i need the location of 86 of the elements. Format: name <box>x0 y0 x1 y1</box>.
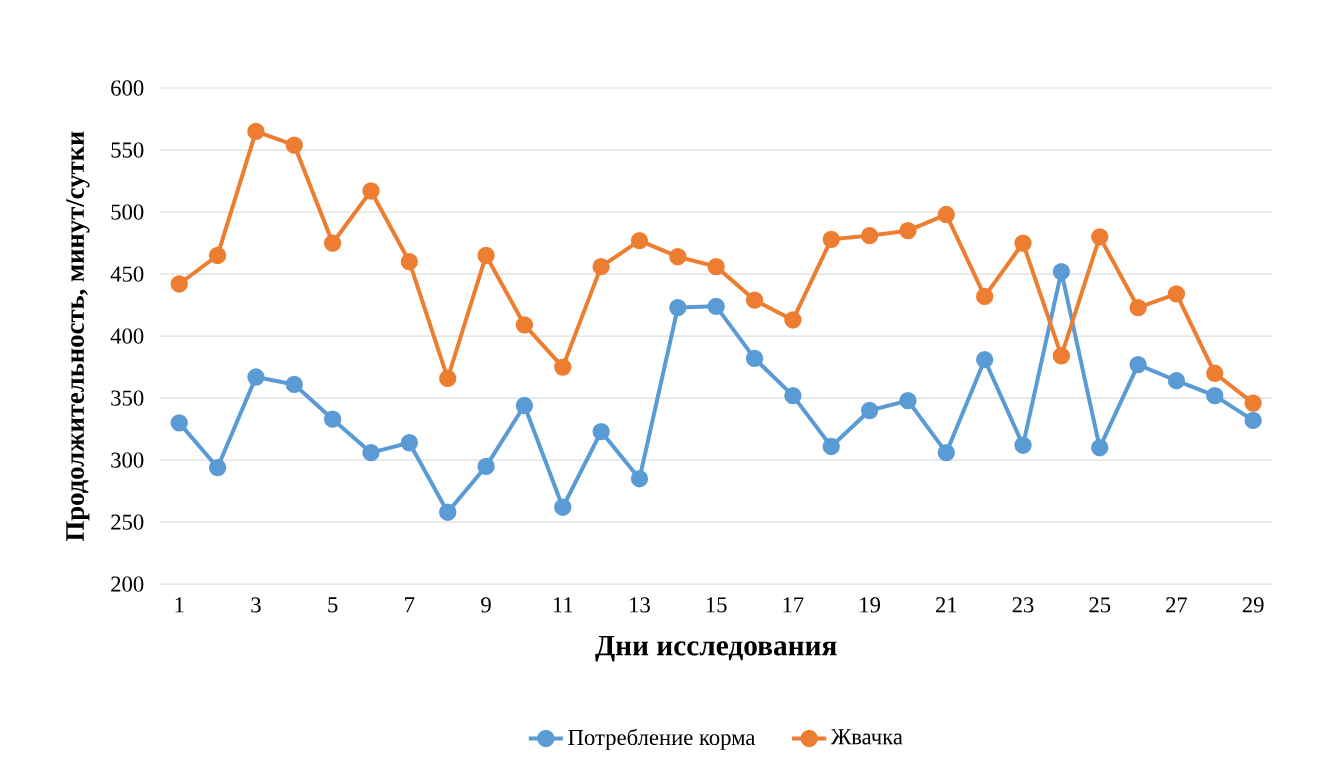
point <box>515 316 534 334</box>
point <box>170 275 188 293</box>
x-tick-label: 21 <box>935 597 957 613</box>
point <box>976 350 994 369</box>
y-tick-label: 350 <box>111 390 144 406</box>
point <box>247 368 265 386</box>
y-tick-label: 400 <box>110 328 144 344</box>
point <box>247 122 265 141</box>
point <box>1052 262 1071 281</box>
point <box>937 205 955 224</box>
point <box>669 298 687 317</box>
point <box>860 401 879 420</box>
y-tick-label: 500 <box>111 204 144 220</box>
point <box>1091 228 1109 246</box>
x-tick-label: 29 <box>1242 597 1264 613</box>
x-tick-label: 3 <box>251 597 261 613</box>
point <box>208 246 227 265</box>
y-tick-label: 600 <box>111 80 144 96</box>
point <box>439 503 457 521</box>
point <box>1052 347 1071 365</box>
point <box>323 410 342 428</box>
point <box>745 291 764 309</box>
point <box>362 182 380 200</box>
y-axis-title: Продолжительность, минут/сутки <box>66 131 90 541</box>
point <box>1091 438 1109 457</box>
x-tick-label: 13 <box>630 597 650 613</box>
point <box>899 391 917 410</box>
point <box>362 443 380 462</box>
y-tick-label: 200 <box>111 576 144 592</box>
point <box>745 349 764 367</box>
x-tick-label: 11 <box>553 597 573 613</box>
point <box>1244 394 1262 412</box>
point <box>1206 386 1224 405</box>
point <box>170 414 188 432</box>
x-tick-label: 15 <box>706 597 727 613</box>
point <box>976 287 994 305</box>
x-tick-label: 25 <box>1089 597 1111 613</box>
point <box>208 458 227 477</box>
y-tick-label: 450 <box>110 266 144 282</box>
point <box>285 136 303 154</box>
point <box>784 311 802 329</box>
point <box>477 246 495 265</box>
x-axis-title: Дни исследования <box>595 635 837 662</box>
point <box>285 375 303 394</box>
point <box>899 221 917 240</box>
point <box>669 247 687 266</box>
point <box>1206 364 1224 382</box>
x-tick-label: 7 <box>405 597 415 613</box>
point <box>707 297 725 315</box>
point <box>937 443 955 462</box>
point <box>592 422 610 441</box>
point <box>1129 355 1147 374</box>
point <box>1129 298 1147 317</box>
point <box>860 226 879 245</box>
legend-label: Жвачка <box>830 729 903 745</box>
point <box>1014 234 1032 252</box>
point <box>323 234 342 252</box>
point <box>630 231 649 250</box>
point <box>592 257 610 276</box>
point <box>707 257 725 276</box>
x-tick-label: 17 <box>783 597 804 613</box>
x-tick-label: 5 <box>328 597 338 613</box>
point <box>784 386 802 405</box>
legend-label: Потребление корма <box>568 728 756 750</box>
point <box>515 396 534 415</box>
point <box>630 469 649 488</box>
y-tick-label: 300 <box>111 452 144 468</box>
point <box>477 457 495 475</box>
point <box>439 369 457 387</box>
point <box>1014 436 1032 454</box>
y-tick-label: 250 <box>111 514 144 530</box>
point <box>1167 285 1186 303</box>
point <box>554 498 572 516</box>
point <box>822 230 840 248</box>
x-tick-label: 1 <box>175 597 184 613</box>
x-tick-label: 19 <box>860 597 881 613</box>
x-tick-label: 9 <box>481 597 491 613</box>
x-tick-label: 27 <box>1166 597 1188 613</box>
y-tick-label: 550 <box>111 142 144 158</box>
point <box>554 358 572 376</box>
point <box>400 252 419 271</box>
point <box>1167 371 1186 390</box>
point <box>822 437 840 456</box>
x-tick-label: 23 <box>1012 597 1034 613</box>
point <box>1244 411 1262 429</box>
point <box>400 433 419 452</box>
